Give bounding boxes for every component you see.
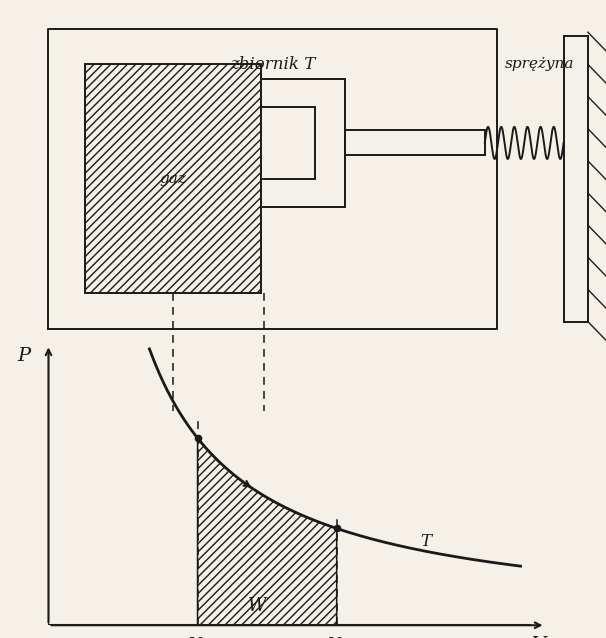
Polygon shape: [261, 78, 345, 207]
Polygon shape: [345, 130, 485, 156]
Polygon shape: [198, 438, 337, 625]
Text: sprężyna: sprężyna: [505, 57, 574, 71]
Text: V₁: V₁: [188, 636, 207, 638]
Text: W: W: [248, 597, 267, 614]
Polygon shape: [261, 107, 315, 179]
Text: T: T: [421, 533, 431, 550]
Polygon shape: [564, 36, 588, 322]
Text: V₂: V₂: [327, 636, 346, 638]
Text: zbiornik T: zbiornik T: [230, 56, 315, 73]
Polygon shape: [85, 64, 261, 293]
Text: V: V: [531, 636, 545, 638]
Text: gaz: gaz: [159, 172, 186, 186]
Text: P: P: [17, 346, 30, 365]
